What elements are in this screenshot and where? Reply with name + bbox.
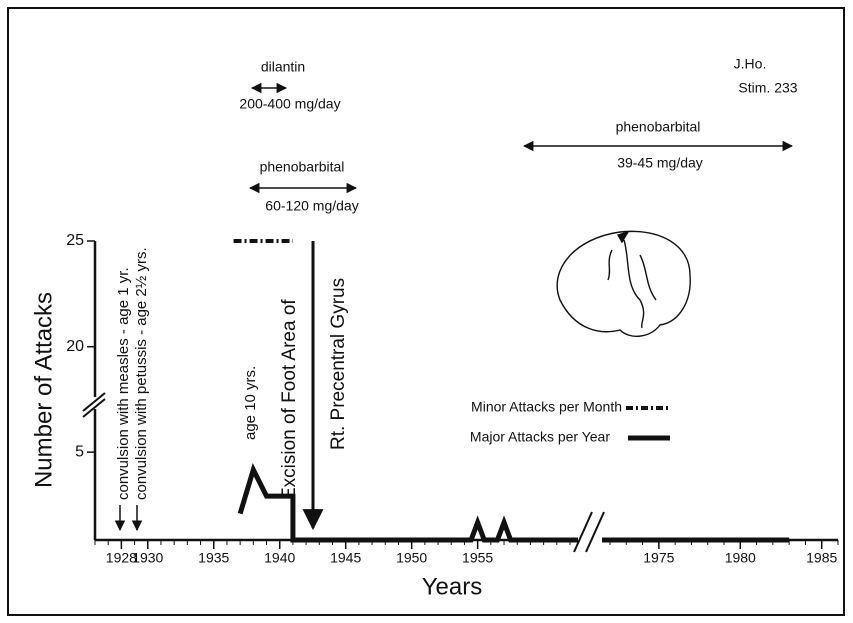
x-tick-label: 1950 <box>396 550 427 566</box>
data-line <box>237 462 790 543</box>
x-tick-label: 1975 <box>643 550 674 566</box>
event-label: age 10 yrs. <box>242 366 259 440</box>
dose-label: 200-400 mg/day <box>239 96 340 112</box>
x-tick-label: 1985 <box>806 550 837 566</box>
x-tick-label: 1935 <box>198 550 229 566</box>
x-axis-title: Years <box>422 573 483 600</box>
patient-label: J.Ho. <box>734 56 767 72</box>
drug-label: phenobarbital <box>616 119 701 135</box>
y-axis-title: Number of Attacks <box>30 292 57 488</box>
x-tick-label: 1980 <box>725 550 756 566</box>
legend-label: Major Attacks per Year <box>470 429 610 445</box>
axis-break <box>82 398 106 418</box>
x-tick-label: 1955 <box>462 550 493 566</box>
x-tick-label: 1940 <box>264 550 295 566</box>
legend-label: Minor Attacks per Month <box>471 399 622 415</box>
y-tick-label: 5 <box>75 443 84 460</box>
x-tick-label: 1945 <box>330 550 361 566</box>
axis-break <box>585 511 605 553</box>
x-tick-label: 1928 <box>106 550 137 566</box>
axis-break <box>573 511 593 553</box>
event-label: convulsion with measles - age 1 yr. <box>115 267 132 500</box>
stim-label: Stim. 233 <box>738 80 797 96</box>
brain-sketch <box>556 230 691 337</box>
drug-label: dilantin <box>261 59 305 75</box>
x-tick-label: 1930 <box>132 550 163 566</box>
y-tick-label: 25 <box>66 232 84 249</box>
dose-label: 39-45 mg/day <box>617 155 703 171</box>
dose-label: 60-120 mg/day <box>265 198 358 214</box>
surgery-label: Excision of Foot Area of <box>279 299 300 500</box>
frame <box>7 7 845 616</box>
event-label: convulsion with petussis - age 2½ yrs. <box>133 247 150 500</box>
drug-label: phenobarbital <box>260 159 345 175</box>
axis-break-gap <box>578 532 602 548</box>
y-tick-label: 20 <box>66 338 84 355</box>
axis-break <box>82 392 106 412</box>
surgery-label: Rt. Precentral Gyrus <box>328 278 349 450</box>
